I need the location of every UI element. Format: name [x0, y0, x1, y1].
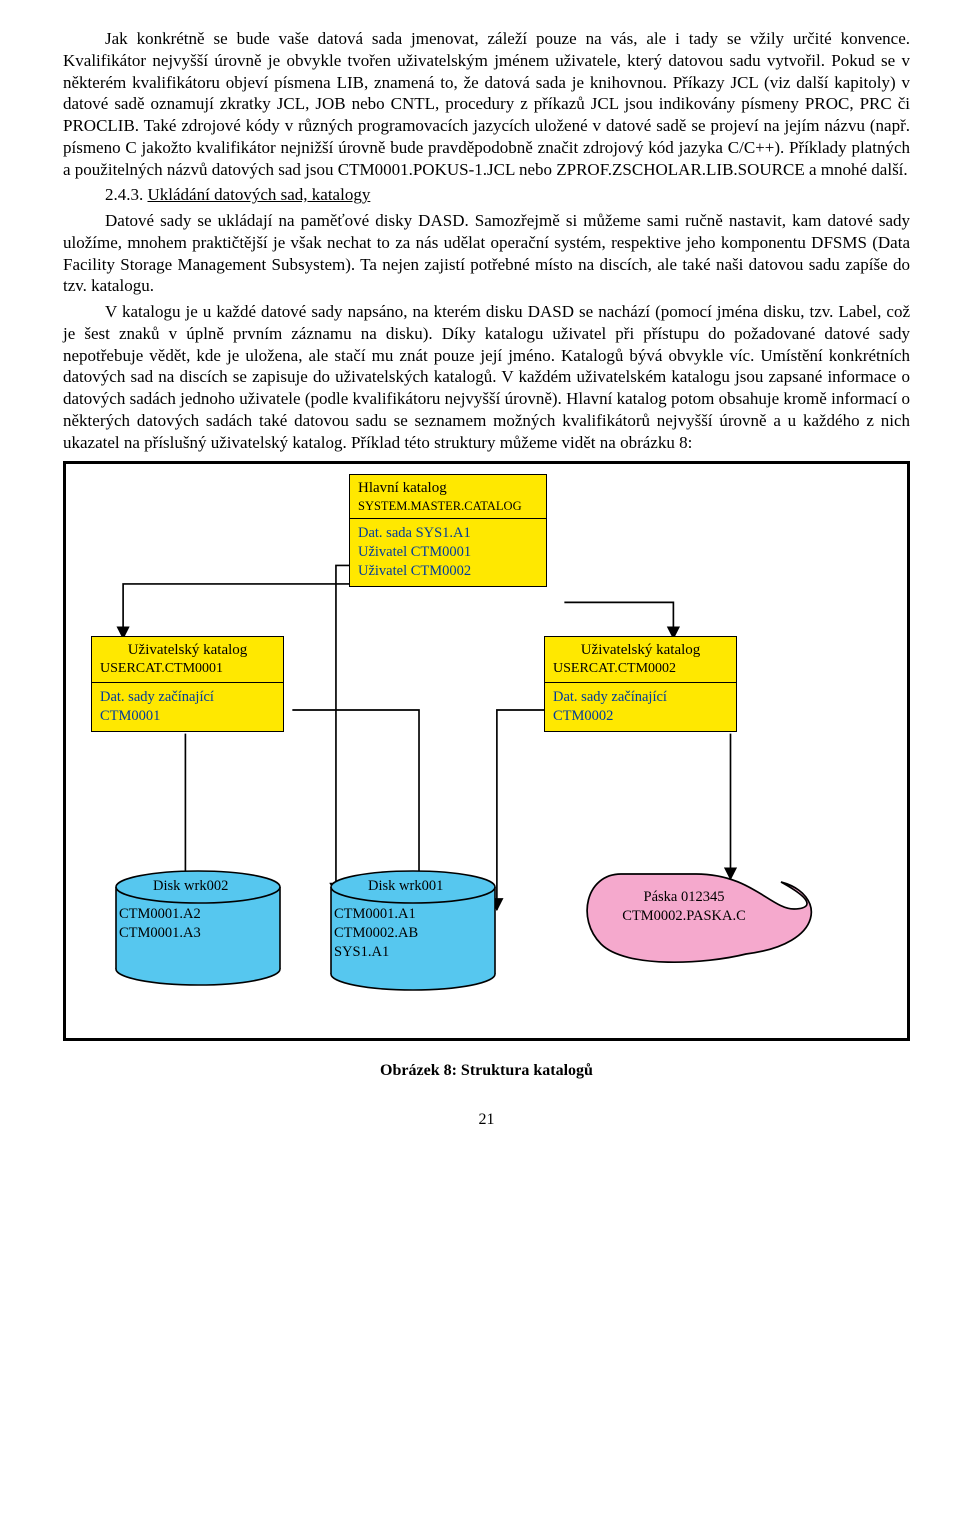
ucat1-line-1: CTM0001 [100, 707, 275, 726]
ucat2-line-0: Dat. sady začínající [553, 688, 728, 707]
box-main-catalog: Hlavní katalog SYSTEM.MASTER.CATALOG Dat… [349, 474, 547, 587]
box-user-catalog-2: Uživatelský katalog USERCAT.CTM0002 Dat.… [544, 636, 737, 732]
disk2-l2: CTM0002.AB [334, 924, 418, 943]
figure-caption: Obrázek 8: Struktura katalogů [63, 1061, 910, 1081]
disk-wrk002: Disk wrk002 CTM0001.A2 CTM0001.A3 [111, 869, 286, 979]
ucat1-line-0: Dat. sady začínající [100, 688, 275, 707]
disk1-l2: CTM0001.A3 [119, 924, 201, 943]
disk1-top: Disk wrk002 [153, 877, 228, 896]
main-line-2: Uživatel CTM0002 [358, 562, 538, 581]
ucat2-title: Uživatelský katalog [553, 641, 728, 660]
disk2-top: Disk wrk001 [368, 877, 443, 896]
main-catalog-title: Hlavní katalog [358, 479, 538, 498]
box-user-catalog-1: Uživatelský katalog USERCAT.CTM0001 Dat.… [91, 636, 284, 732]
tape-l2: CTM0002.PASKA.C [610, 907, 758, 926]
tape-012345: Páska 012345 CTM0002.PASKA.C [576, 864, 791, 974]
ucat2-subtitle: USERCAT.CTM0002 [553, 660, 728, 678]
section-title: Ukládání datových sad, katalogy [148, 185, 371, 204]
section-number: 2.4.3. [105, 185, 148, 204]
ucat1-subtitle: USERCAT.CTM0001 [100, 660, 275, 678]
tape-l1: Páska 012345 [610, 888, 758, 907]
ucat2-line-1: CTM0002 [553, 707, 728, 726]
disk-wrk001: Disk wrk001 CTM0001.A1 CTM0002.AB SYS1.A… [326, 869, 501, 979]
main-line-1: Uživatel CTM0001 [358, 543, 538, 562]
paragraph-3: V katalogu je u každé datové sady napsán… [63, 301, 910, 453]
main-line-0: Dat. sada SYS1.A1 [358, 524, 538, 543]
page-number: 21 [63, 1110, 910, 1130]
catalog-diagram: Hlavní katalog SYSTEM.MASTER.CATALOG Dat… [63, 461, 910, 1041]
ucat1-title: Uživatelský katalog [100, 641, 275, 660]
section-heading: 2.4.3. Ukládání datových sad, katalogy [63, 184, 910, 206]
disk1-l1: CTM0001.A2 [119, 905, 201, 924]
disk2-l3: SYS1.A1 [334, 943, 418, 962]
disk2-l1: CTM0001.A1 [334, 905, 418, 924]
paragraph-2: Datové sady se ukládají na paměťové disk… [63, 210, 910, 297]
paragraph-1: Jak konkrétně se bude vaše datová sada j… [63, 28, 910, 180]
main-catalog-subtitle: SYSTEM.MASTER.CATALOG [358, 498, 538, 514]
